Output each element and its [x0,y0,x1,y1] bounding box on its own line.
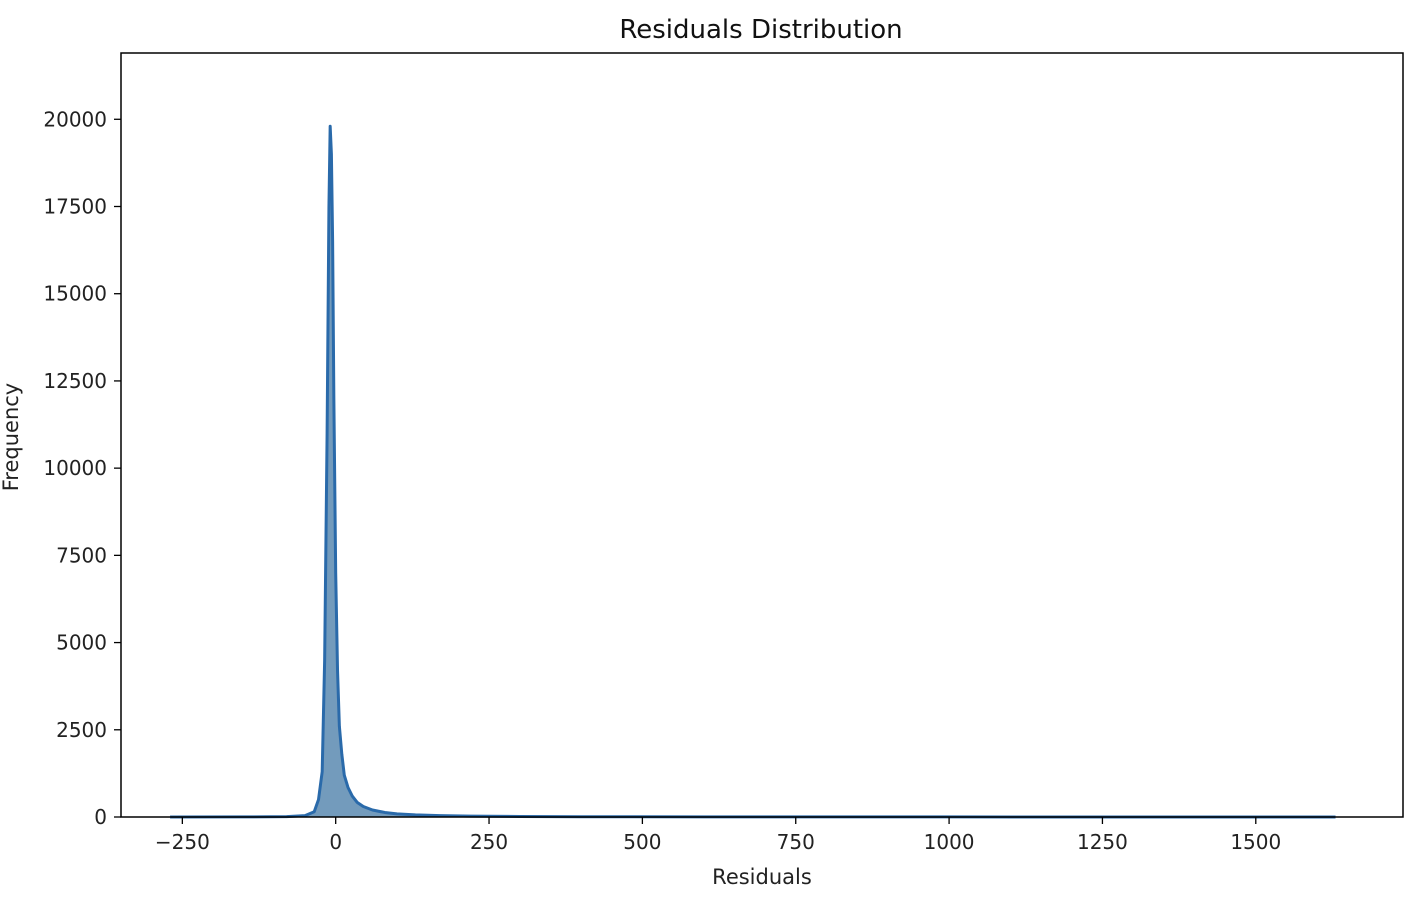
y-tick-label: 5000 [56,631,107,655]
y-tick-label: 2500 [56,718,107,742]
y-axis: 0 2500 5000 7500 10000 12500 15000 17500 20000 [43,107,121,829]
plot-area [170,124,1336,819]
x-tick-label: 1250 [1077,830,1128,854]
chart-title: Residuals Distribution [619,15,902,45]
y-tick-label: 20000 [43,107,107,131]
kde-line [170,124,1336,819]
y-tick-label: 7500 [56,543,107,567]
y-tick-label: 15000 [43,282,107,306]
axes-frame [120,52,1404,818]
x-tick-label: 500 [623,830,661,854]
x-axis: −250 0 250 500 750 1000 1250 1500 [155,817,1281,854]
y-tick-label: 0 [94,805,107,829]
x-tick-label: 0 [329,830,342,854]
x-tick-label: 1000 [924,830,975,854]
x-tick-label: 1500 [1230,830,1281,854]
y-axis-label: Frequency [0,383,23,492]
x-tick-label: −250 [155,830,210,854]
y-tick-label: 12500 [43,369,107,393]
histogram-fill [170,126,1336,817]
x-tick-label: 750 [777,830,815,854]
x-axis-label: Residuals [712,865,812,889]
y-tick-label: 17500 [43,194,107,218]
x-tick-label: 250 [470,830,508,854]
y-tick-label: 10000 [43,456,107,480]
